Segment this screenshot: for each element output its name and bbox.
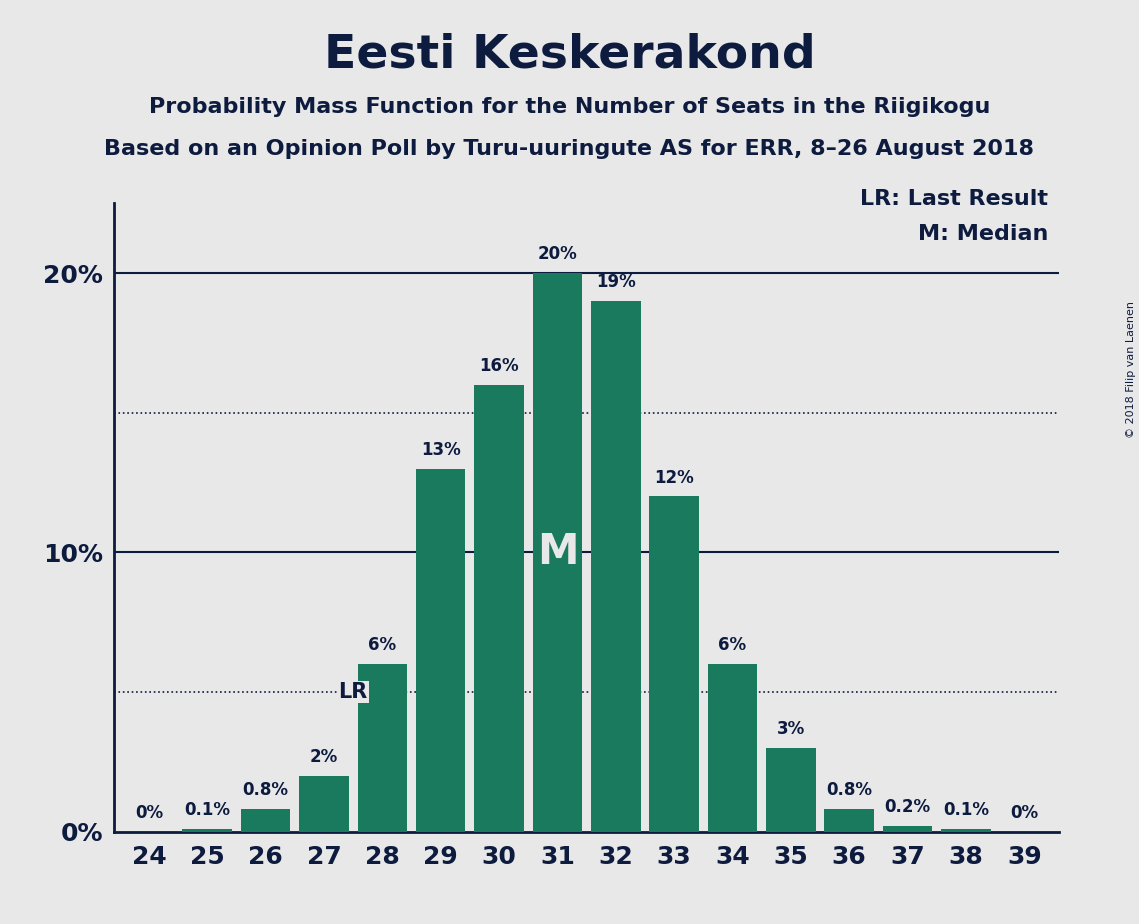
Text: 2%: 2% xyxy=(310,748,338,766)
Text: 0%: 0% xyxy=(134,804,163,821)
Text: © 2018 Filip van Laenen: © 2018 Filip van Laenen xyxy=(1125,301,1136,438)
Text: 20%: 20% xyxy=(538,245,577,263)
Text: 0.8%: 0.8% xyxy=(243,782,288,799)
Text: LR: LR xyxy=(338,682,368,702)
Bar xyxy=(416,468,466,832)
Bar xyxy=(649,496,699,832)
Bar xyxy=(240,809,290,832)
Text: 12%: 12% xyxy=(654,468,694,487)
Bar xyxy=(474,384,524,832)
Text: M: M xyxy=(536,531,579,574)
Text: 19%: 19% xyxy=(596,274,636,291)
Text: 13%: 13% xyxy=(420,441,460,459)
Bar xyxy=(941,829,991,832)
Text: Probability Mass Function for the Number of Seats in the Riigikogu: Probability Mass Function for the Number… xyxy=(149,97,990,117)
Bar xyxy=(707,664,757,832)
Text: 3%: 3% xyxy=(777,720,805,738)
Bar xyxy=(767,748,816,832)
Text: 0.1%: 0.1% xyxy=(943,801,989,819)
Text: 0.8%: 0.8% xyxy=(826,782,872,799)
Bar xyxy=(533,274,582,832)
Text: Based on an Opinion Poll by Turu-uuringute AS for ERR, 8–26 August 2018: Based on an Opinion Poll by Turu-uuringu… xyxy=(105,139,1034,159)
Bar xyxy=(591,301,640,832)
Text: 0.1%: 0.1% xyxy=(185,801,230,819)
Text: 6%: 6% xyxy=(719,637,746,654)
Text: 6%: 6% xyxy=(368,637,396,654)
Bar xyxy=(300,776,349,832)
Text: Eesti Keskerakond: Eesti Keskerakond xyxy=(323,32,816,78)
Bar xyxy=(182,829,232,832)
Text: LR: Last Result: LR: Last Result xyxy=(860,189,1048,210)
Text: 16%: 16% xyxy=(480,357,519,375)
Text: M: Median: M: Median xyxy=(918,224,1048,244)
Bar xyxy=(358,664,407,832)
Bar xyxy=(825,809,874,832)
Text: 0.2%: 0.2% xyxy=(885,798,931,816)
Bar xyxy=(883,826,933,832)
Text: 0%: 0% xyxy=(1010,804,1039,821)
